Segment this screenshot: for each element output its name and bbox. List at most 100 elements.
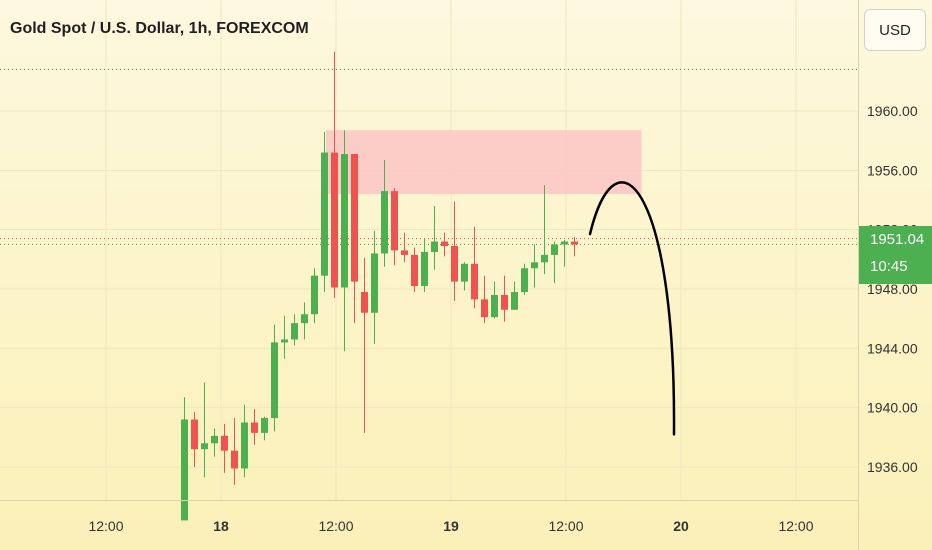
candle-body — [211, 435, 218, 444]
candle — [391, 188, 398, 266]
reference-lines-layer — [0, 68, 858, 246]
y-tick-label: 1956.00 — [867, 162, 918, 178]
x-tick-label: 18 — [213, 518, 229, 534]
candle-body — [441, 241, 448, 246]
currency-button[interactable]: USD — [864, 9, 926, 51]
candle — [401, 232, 408, 263]
resistance-zone-layer — [326, 130, 642, 195]
candle — [341, 130, 348, 352]
chart-grid — [0, 0, 858, 500]
last-price-label: 1951.04 10:45 — [859, 226, 932, 284]
candle — [321, 131, 328, 292]
candle — [261, 416, 268, 441]
candle-body — [411, 254, 418, 287]
candle-body — [361, 291, 368, 313]
candle — [311, 268, 318, 324]
candle-body — [341, 154, 348, 288]
x-tick-label: 12:00 — [548, 518, 583, 534]
candle-body — [451, 245, 458, 282]
candle-body — [401, 250, 408, 255]
candle — [421, 238, 428, 292]
candle — [541, 185, 548, 275]
candle — [521, 263, 528, 295]
y-tick-label: 1948.00 — [867, 281, 918, 297]
candle — [291, 314, 298, 346]
candle — [371, 231, 378, 344]
candle-body — [491, 294, 498, 318]
candle-body — [371, 253, 378, 313]
y-tick-label: 1936.00 — [867, 459, 918, 475]
candle-body — [511, 291, 518, 310]
candle-body — [551, 244, 558, 255]
candle — [361, 257, 368, 433]
candle — [441, 232, 448, 257]
candle — [241, 404, 248, 478]
last-price-value: 1951.04 — [870, 231, 925, 248]
projection-curve — [588, 181, 676, 436]
candle-body — [521, 268, 528, 292]
candle — [301, 302, 308, 340]
candle — [551, 241, 558, 284]
candle — [451, 201, 458, 301]
y-tick-label: 1944.00 — [867, 340, 918, 356]
candle — [181, 397, 188, 521]
candle-body — [181, 419, 188, 521]
candle — [501, 275, 508, 322]
y-tick-label: 1940.00 — [867, 400, 918, 416]
candle — [351, 154, 358, 324]
candle-body — [271, 342, 278, 419]
candle-body — [381, 191, 388, 254]
candles-layer — [181, 51, 578, 521]
projection-layer — [588, 181, 676, 436]
candle-body — [501, 294, 508, 310]
candle — [471, 226, 478, 309]
candle-body — [311, 275, 318, 315]
x-tick-label: 12:00 — [778, 518, 813, 534]
candle — [481, 275, 488, 324]
candle — [571, 237, 578, 257]
candle-body — [201, 443, 208, 450]
candle-body — [331, 152, 338, 288]
candle — [381, 159, 388, 267]
candle-body — [561, 241, 568, 245]
candle — [431, 205, 438, 270]
candle-body — [321, 152, 328, 276]
candle-body — [221, 435, 228, 451]
candle — [211, 428, 218, 457]
candle-body — [301, 314, 308, 324]
chart-title: Gold Spot / U.S. Dollar, 1h, FOREXCOM — [10, 20, 309, 37]
candle — [561, 240, 568, 267]
candle-body — [241, 422, 248, 469]
candle-body — [471, 263, 478, 300]
candle-body — [191, 419, 198, 450]
candle — [281, 315, 288, 359]
candle — [411, 247, 418, 292]
candle — [251, 409, 258, 445]
candle-body — [541, 254, 548, 263]
candle — [331, 51, 338, 298]
candle — [491, 281, 498, 319]
candle — [511, 281, 518, 310]
candle-body — [391, 191, 398, 251]
candle-body — [231, 450, 238, 469]
y-tick-label: 1960.00 — [867, 103, 918, 119]
x-tick-label: 12:00 — [88, 518, 123, 534]
candle — [191, 412, 198, 467]
candle — [271, 324, 278, 432]
candle-body — [571, 241, 578, 245]
x-tick-label: 19 — [443, 518, 459, 534]
candle — [461, 262, 468, 291]
candle-body — [461, 263, 468, 282]
candle-body — [351, 154, 358, 282]
candle-body — [531, 262, 538, 269]
candle-body — [481, 299, 488, 318]
candle-body — [281, 339, 288, 343]
currency-label: USD — [879, 21, 911, 39]
candle — [201, 382, 208, 478]
candle-body — [291, 323, 298, 340]
x-tick-label: 20 — [673, 518, 689, 534]
candle-body — [261, 418, 268, 433]
x-tick-label: 12:00 — [318, 518, 353, 534]
bar-countdown: 10:45 — [870, 258, 908, 275]
